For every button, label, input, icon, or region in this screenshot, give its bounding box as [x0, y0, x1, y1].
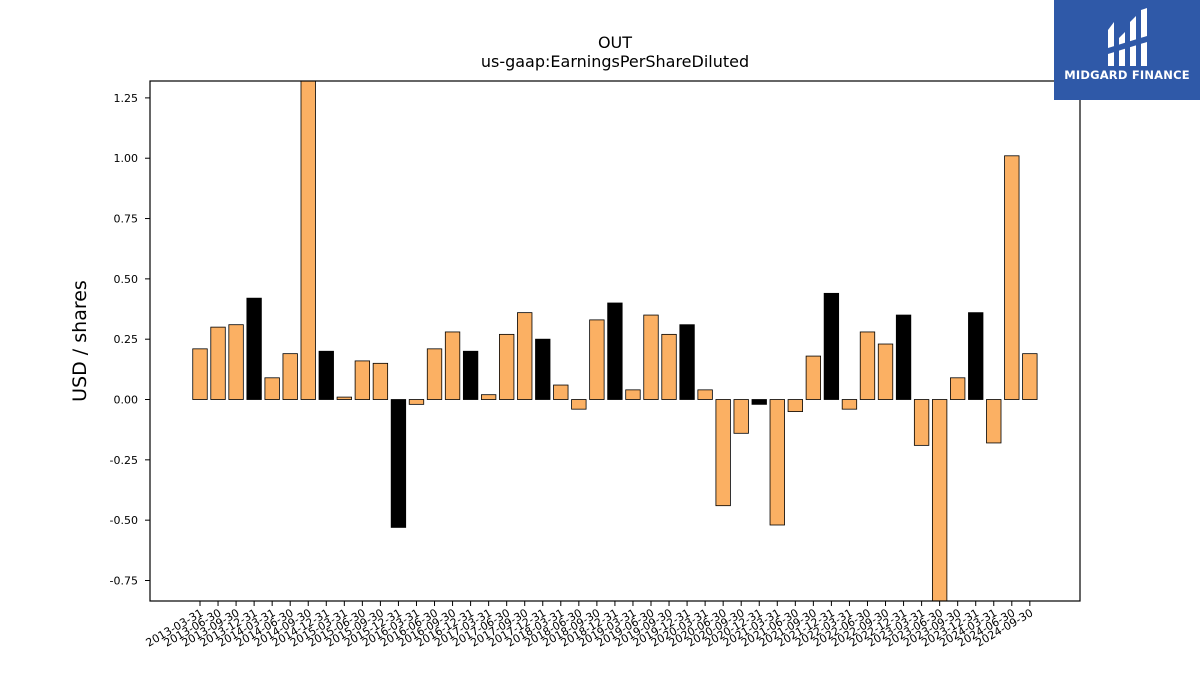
bar-2016-12-31 — [462, 350, 479, 400]
bar-2014-06-30 — [282, 353, 298, 400]
y-tick-label: 0.75 — [114, 213, 139, 226]
bar-2023-09-30 — [950, 377, 966, 400]
y-tick-label: 0.25 — [114, 333, 139, 346]
bar-2015-09-30 — [372, 362, 389, 400]
y-tick-label: 0.00 — [114, 394, 139, 407]
bar-2014-03-31 — [264, 377, 280, 400]
bar-2018-03-31 — [553, 384, 569, 400]
bar-2024-09-30 — [1022, 353, 1038, 400]
bar-2020-03-31 — [697, 389, 713, 400]
bar-2016-03-31 — [408, 399, 425, 405]
y-tick-label: -0.75 — [110, 574, 138, 587]
bar-2015-06-30 — [354, 360, 371, 400]
bar-2017-12-31 — [535, 338, 551, 400]
y-axis: -0.75 -0.50 -0.25 0.00 0.25 0.50 0.75 1.00 1.25 — [110, 92, 150, 587]
bar-2015-03-31 — [336, 396, 352, 400]
brand-name: MIDGARD FINANCE — [1064, 68, 1190, 82]
y-tick-label: -0.25 — [110, 454, 138, 467]
bar-2022-03-31 — [841, 399, 858, 410]
chart-title: OUT — [598, 33, 632, 52]
bar-2013-06-30 — [210, 326, 226, 400]
bar-2022-09-30 — [877, 343, 894, 400]
bar-2014-12-31 — [318, 350, 334, 400]
bar-2022-06-30 — [859, 331, 876, 400]
bars-group — [192, 81, 1038, 601]
bar-2020-06-30 — [715, 399, 731, 507]
y-tick-label: -0.50 — [110, 514, 138, 527]
bar-2021-12-31 — [823, 292, 840, 400]
bar-2019-03-31 — [625, 389, 641, 400]
bar-2017-03-31 — [480, 394, 497, 400]
bar-2023-06-30 — [931, 399, 948, 601]
bar-2024-06-30 — [1004, 155, 1020, 400]
bar-2016-09-30 — [444, 331, 461, 400]
chart-subtitle: us-gaap:EarningsPerShareDiluted — [481, 52, 749, 71]
bar-2024-03-31 — [986, 399, 1002, 444]
bar-2013-12-31 — [246, 297, 262, 400]
bar-2013-03-31 — [192, 348, 208, 400]
y-tick-label: 0.50 — [114, 273, 139, 286]
bar-2021-09-30 — [805, 355, 822, 400]
y-axis-label: USD / shares — [69, 280, 91, 402]
bar-2022-12-31 — [895, 314, 912, 400]
midgard-logo-icon — [1108, 8, 1147, 66]
x-axis: 2013-03-312013-06-302013-09-302013-12-31… — [144, 601, 1035, 650]
bar-2019-09-30 — [661, 333, 677, 400]
bar-2017-09-30 — [517, 312, 533, 400]
bar-2021-06-30 — [787, 399, 803, 412]
y-tick-label: 1.00 — [114, 152, 139, 165]
bar-2023-03-31 — [913, 399, 930, 446]
bar-2020-09-30 — [733, 399, 749, 434]
bar-2020-12-31 — [751, 399, 767, 405]
bar-2014-09-30 — [300, 81, 316, 400]
bar-2018-09-30 — [589, 319, 605, 400]
bar-2018-06-30 — [571, 399, 587, 410]
bar-2023-12-31 — [968, 312, 984, 400]
bar-2019-06-30 — [643, 314, 659, 400]
y-tick-label: 1.25 — [114, 92, 139, 105]
bar-2013-09-30 — [228, 324, 244, 400]
bar-2018-12-31 — [607, 302, 623, 400]
bar-2015-12-31 — [390, 399, 407, 528]
brand-logo: MIDGARD FINANCE — [1054, 0, 1200, 100]
bar-2019-12-31 — [679, 324, 695, 400]
bar-2021-03-31 — [769, 399, 785, 526]
bar-2017-06-30 — [499, 333, 515, 400]
plot-frame — [149, 80, 1081, 602]
bar-2016-06-30 — [426, 348, 443, 400]
